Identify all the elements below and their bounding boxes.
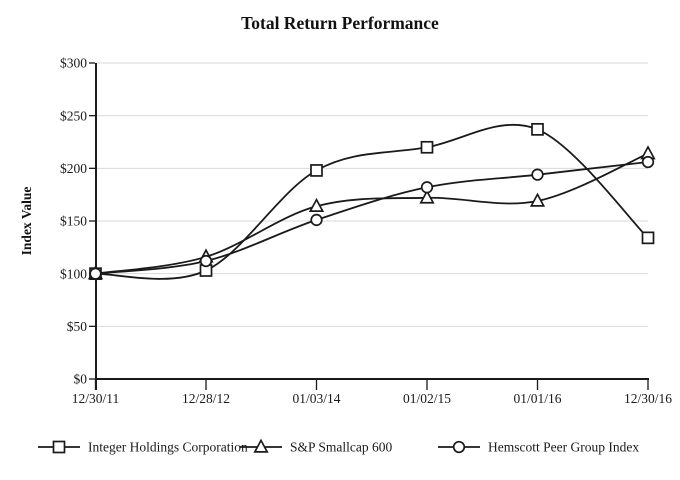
square-marker-integer-holdings-corporation: [641, 231, 655, 245]
legend-triangle-marker: [253, 438, 269, 453]
legend-label-integer-holdings-corporation: Integer Holdings Corporation: [88, 440, 248, 455]
y-tick-label: $100: [60, 266, 87, 281]
y-tick-label: $150: [60, 214, 87, 229]
legend-circle-marker: [452, 440, 466, 454]
x-tick-label: 12/30/16: [624, 391, 672, 406]
x-tick-label: 12/30/11: [72, 391, 120, 406]
square-marker-integer-holdings-corporation: [310, 164, 323, 177]
y-tick-label: $50: [67, 319, 88, 334]
y-axis-title: Index Value: [19, 187, 34, 256]
chart-title: Total Return Performance: [241, 13, 439, 33]
y-tick-label: $250: [60, 108, 87, 123]
x-tick-label: 01/03/14: [292, 391, 340, 406]
y-tick-label: $0: [74, 372, 88, 387]
square-marker-integer-holdings-corporation: [420, 140, 434, 154]
triangle-marker-s-p-smallcap-600: [419, 189, 435, 204]
x-tick-label: 12/28/12: [182, 391, 230, 406]
legend-label-s-p-smallcap-600: S&P Smallcap 600: [290, 440, 393, 455]
series-line-s-p-smallcap-600: [95, 152, 649, 275]
square-marker-integer-holdings-corporation: [531, 123, 544, 136]
circle-marker-hemscott-peer-group-index: [641, 155, 655, 169]
plot-area: $0 $50 $100 $150 $200 $250 $300 12/30/11 12/28/1…: [38, 56, 672, 455]
triangle-marker-s-p-smallcap-600: [308, 197, 325, 213]
x-tick-label: 01/02/15: [403, 391, 451, 406]
y-tick-label: $200: [60, 161, 87, 176]
triangle-marker-s-p-smallcap-600: [529, 192, 546, 207]
series-line-hemscott-peer-group-index: [95, 161, 649, 275]
circle-marker-hemscott-peer-group-index: [89, 267, 102, 280]
circle-marker-hemscott-peer-group-index: [310, 213, 323, 227]
legend-square-marker: [52, 440, 66, 454]
y-tick-label: $300: [60, 56, 87, 71]
circle-marker-hemscott-peer-group-index: [531, 168, 544, 181]
x-tick-label: 01/01/16: [513, 391, 561, 406]
legend-label-hemscott-peer-group-index: Hemscott Peer Group Index: [488, 440, 639, 455]
circle-marker-hemscott-peer-group-index: [420, 181, 434, 194]
circle-marker-hemscott-peer-group-index: [199, 254, 213, 268]
